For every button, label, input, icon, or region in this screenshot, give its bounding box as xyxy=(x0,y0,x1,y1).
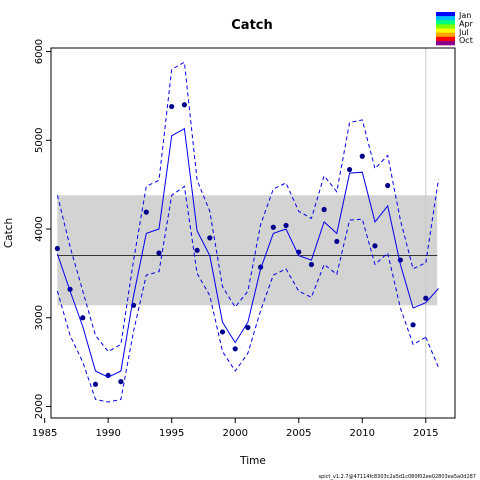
line-series-1 xyxy=(56,127,426,378)
observed-point-1991 xyxy=(118,379,124,385)
observed-point-2014 xyxy=(410,322,416,328)
observed-point-1994 xyxy=(156,250,162,256)
y-tick-label-5000: 5000 xyxy=(34,128,45,153)
y-tick-label-4000: 4000 xyxy=(34,216,45,241)
observed-point-1988 xyxy=(80,315,86,321)
x-tick-label-2005: 2005 xyxy=(286,428,311,439)
observed-point-1995 xyxy=(169,103,175,110)
legend-swatch-0 xyxy=(436,12,455,17)
observed-point-2001 xyxy=(245,324,251,331)
legend-swatch-1 xyxy=(436,16,455,21)
x-axis: 1985 1990 1995 2000 2005 2010 2015 xyxy=(32,418,439,439)
x-tick-label-2000: 2000 xyxy=(222,428,247,439)
observed-point-1998 xyxy=(207,235,213,241)
observed-point-2003 xyxy=(270,224,276,230)
legend-swatch-3 xyxy=(436,24,455,29)
x-axis-label: Time xyxy=(239,455,266,467)
legend-swatch-6 xyxy=(436,36,455,42)
reference-band xyxy=(57,195,438,306)
observed-point-1999 xyxy=(219,329,226,335)
version-footer: spict_v1.2.7@47114fc8303c2a5d1c080f02ee0… xyxy=(319,474,477,480)
observed-point-2011 xyxy=(372,243,378,249)
y-axis-label: Catch xyxy=(3,218,15,248)
observed-point-2007 xyxy=(321,206,327,213)
observed-point-2008 xyxy=(334,238,340,245)
legend-label-oct: Oct xyxy=(459,36,473,45)
observed-point-1993 xyxy=(143,209,149,215)
y-tick-label-2000: 2000 xyxy=(34,394,45,419)
dashed-series-6 xyxy=(425,337,439,368)
observed-point-1997 xyxy=(194,247,200,253)
x-tick-label-2010: 2010 xyxy=(350,428,375,439)
observed-point-2000 xyxy=(232,346,238,352)
observed-point-2012 xyxy=(385,182,391,189)
observed-point-2010 xyxy=(359,153,365,159)
chart-title: Catch xyxy=(231,18,273,33)
x-tick-label-1990: 1990 xyxy=(95,428,120,439)
y-tick-label-6000: 6000 xyxy=(34,39,45,64)
y-tick-label-3000: 3000 xyxy=(34,305,45,330)
x-tick-label-1985: 1985 xyxy=(32,428,57,439)
y-axis: 2000 3000 4000 5000 6000 xyxy=(34,39,51,419)
observed-point-1996 xyxy=(181,102,187,108)
legend-label-jul: Jul xyxy=(458,28,469,37)
observed-point-1989 xyxy=(92,381,99,387)
dashed-series-2 xyxy=(56,61,427,353)
legend-label-apr: Apr xyxy=(459,19,474,28)
plot-frame xyxy=(50,47,456,419)
legend-swatch-7 xyxy=(436,40,455,46)
plot-area xyxy=(57,48,438,418)
dashed-series-5 xyxy=(425,179,439,263)
legend-label-jan: Jan xyxy=(458,11,471,20)
observed-point-2015 xyxy=(423,295,429,301)
observed-point-1986 xyxy=(54,245,60,252)
x-tick-label-2015: 2015 xyxy=(413,428,438,439)
legend-swatch-4 xyxy=(436,28,455,33)
observed-point-2009 xyxy=(346,166,353,173)
legend-swatch-5 xyxy=(436,32,455,38)
x-tick-label-1995: 1995 xyxy=(159,428,184,439)
observed-point-2004 xyxy=(283,222,289,229)
legend-swatch-2 xyxy=(436,20,455,25)
line-series-4 xyxy=(425,288,439,304)
chart-marks xyxy=(54,61,439,403)
observed-point-2006 xyxy=(308,261,315,268)
